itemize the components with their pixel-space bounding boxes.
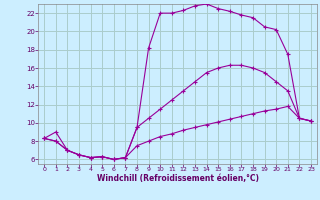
X-axis label: Windchill (Refroidissement éolien,°C): Windchill (Refroidissement éolien,°C) — [97, 174, 259, 183]
